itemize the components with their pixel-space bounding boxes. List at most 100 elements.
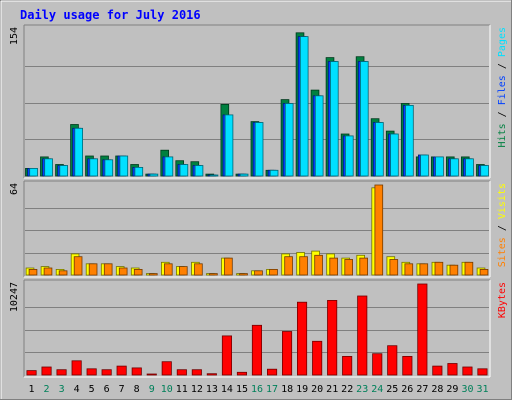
sites-bar [359, 257, 368, 276]
day-label: 9 [149, 384, 155, 395]
sites-bar [58, 270, 68, 276]
sites-bar [178, 266, 188, 276]
day-label: 15 [236, 384, 248, 395]
kbytes-bar [281, 331, 293, 376]
day-label: 4 [74, 384, 80, 395]
day-label: 22 [341, 384, 353, 395]
day-label: 5 [89, 384, 95, 395]
kbytes-bar [116, 365, 127, 376]
kbytes-bar [41, 366, 52, 376]
pages-bar [299, 36, 309, 177]
max-value-label: 10247 [9, 282, 20, 312]
sites-bar [239, 273, 248, 276]
series-legend: Sites / Visits [497, 183, 508, 267]
pages-bar [104, 159, 114, 177]
max-value-label: 64 [9, 183, 20, 195]
sites-bar [389, 259, 399, 276]
kbytes-bar [312, 340, 323, 376]
sites-panel: 64 Sites / Visits [9, 180, 508, 278]
sites-bar [464, 261, 474, 276]
kbytes-bar [26, 370, 37, 376]
legend-entry: Visits [497, 183, 508, 219]
day-label: 27 [416, 384, 428, 395]
sites-bar [449, 264, 459, 276]
kbytes-bar [206, 373, 217, 376]
sites-bar [434, 261, 444, 276]
sites-bar [314, 254, 323, 276]
max-value-label: 154 [9, 27, 20, 45]
chart-title: Daily usage for July 2016 [20, 8, 201, 22]
kbytes-bar [101, 369, 112, 376]
pages-bar [435, 156, 444, 177]
kbytes-bar [236, 371, 248, 376]
sites-bar [344, 259, 353, 276]
chart-panels: 154 Hits / Files / Pages 64 Sites / Visits 1… [9, 24, 508, 378]
kbytes-bar [462, 366, 473, 376]
day-label: 16 [251, 384, 263, 395]
legend-entry: / [497, 219, 508, 237]
kbytes-bar [161, 361, 172, 376]
pages-bar [29, 167, 38, 177]
kbytes-bar [266, 368, 278, 376]
kbytes-bar [372, 353, 383, 376]
sites-bar [299, 256, 308, 276]
day-label: 14 [221, 384, 233, 395]
pages-bar [314, 95, 324, 177]
sites-bar [479, 268, 489, 276]
kbytes-bar [402, 355, 413, 376]
day-label: 26 [401, 384, 413, 395]
sites-bar [254, 270, 263, 276]
day-label: 18 [281, 384, 293, 395]
pages-bar [134, 166, 144, 177]
kbytes-bar [131, 367, 142, 376]
day-label: 3 [59, 384, 65, 395]
day-label: 21 [326, 384, 338, 395]
kbytes-bar [432, 365, 443, 376]
pages-bar [375, 122, 384, 177]
pages-bar [59, 165, 68, 177]
pages-bar [194, 165, 204, 177]
pages-bar [224, 114, 234, 177]
sites-bar [163, 263, 173, 276]
day-label: 28 [431, 384, 443, 395]
kbytes-bar [221, 335, 233, 376]
kbytes-bar [86, 368, 97, 376]
day-label: 23 [356, 384, 368, 395]
sites-bar [284, 256, 293, 276]
kbytes-bar [342, 355, 353, 376]
legend-entry: Hits [497, 123, 508, 147]
day-label: 24 [371, 384, 383, 395]
kbytes-bar [56, 369, 67, 376]
kbytes-panel: 10247 KBytes [9, 279, 508, 378]
legend-entry: / [497, 57, 508, 75]
hits-panel: 154 Hits / Files / Pages [9, 24, 508, 179]
legend-entry: / [497, 105, 508, 123]
pages-bar [284, 103, 294, 177]
sites-bar [374, 184, 384, 276]
kbytes-bar [477, 368, 488, 376]
kbytes-bar [251, 324, 263, 376]
sites-bar [404, 263, 414, 276]
day-label: 29 [446, 384, 458, 395]
day-label: 2 [43, 384, 49, 395]
pages-bar [405, 105, 414, 177]
pages-bar [239, 173, 249, 177]
day-label: 12 [191, 384, 203, 395]
day-label: 6 [104, 384, 110, 395]
day-label: 17 [266, 384, 278, 395]
day-label: 25 [386, 384, 398, 395]
sites-bar [269, 268, 278, 276]
pages-bar [119, 155, 129, 177]
pages-bar [450, 158, 459, 177]
day-label: 8 [134, 384, 140, 395]
sites-bar [88, 263, 98, 276]
sites-bar [148, 273, 158, 276]
sites-bar [103, 263, 113, 276]
legend-entry: KBytes [497, 282, 508, 318]
day-label: 20 [311, 384, 323, 395]
pages-bar [149, 173, 159, 177]
sites-bar [43, 267, 53, 276]
pages-bar [480, 165, 489, 177]
pages-bar [420, 154, 429, 177]
